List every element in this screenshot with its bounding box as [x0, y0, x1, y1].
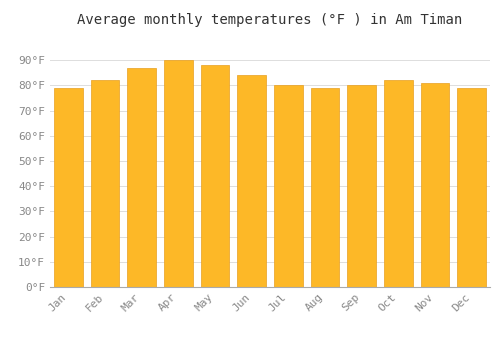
- Bar: [274, 85, 302, 287]
- Bar: [164, 60, 192, 287]
- Bar: [238, 75, 266, 287]
- Bar: [420, 83, 450, 287]
- Bar: [348, 85, 376, 287]
- Bar: [310, 88, 340, 287]
- Bar: [200, 65, 230, 287]
- Bar: [458, 88, 486, 287]
- Title: Average monthly temperatures (°F ) in Am Timan: Average monthly temperatures (°F ) in Am…: [78, 13, 462, 27]
- Bar: [90, 80, 120, 287]
- Bar: [54, 88, 82, 287]
- Bar: [128, 68, 156, 287]
- Bar: [384, 80, 412, 287]
